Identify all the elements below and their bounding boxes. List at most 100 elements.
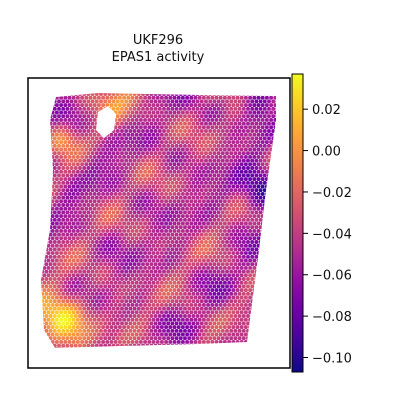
spot bbox=[78, 173, 82, 178]
spot bbox=[222, 243, 227, 248]
spot bbox=[248, 154, 253, 159]
spot bbox=[80, 154, 85, 159]
spot bbox=[71, 280, 76, 285]
spot bbox=[84, 191, 89, 196]
spot bbox=[168, 332, 173, 337]
spot bbox=[78, 106, 82, 111]
spot bbox=[80, 236, 85, 241]
spot bbox=[159, 332, 164, 337]
spot bbox=[101, 95, 106, 100]
spot bbox=[141, 166, 145, 170]
spot bbox=[141, 299, 145, 304]
spot bbox=[111, 136, 116, 141]
spot bbox=[199, 195, 204, 200]
spot bbox=[88, 184, 93, 189]
spot bbox=[254, 180, 259, 185]
spot bbox=[82, 306, 87, 311]
spot bbox=[134, 191, 139, 196]
spot bbox=[71, 302, 76, 307]
spot bbox=[61, 306, 66, 311]
spot bbox=[120, 269, 124, 274]
spot bbox=[204, 336, 208, 341]
spot bbox=[88, 95, 93, 100]
spot bbox=[122, 310, 127, 315]
spot bbox=[130, 184, 135, 189]
spot bbox=[65, 121, 70, 126]
spot bbox=[235, 221, 240, 226]
spot bbox=[138, 184, 143, 189]
spot bbox=[225, 336, 229, 341]
spot bbox=[233, 180, 238, 185]
spot bbox=[101, 236, 106, 241]
spot bbox=[164, 117, 169, 122]
spot bbox=[59, 280, 64, 285]
spot bbox=[99, 247, 103, 252]
spot bbox=[69, 129, 74, 133]
spot bbox=[229, 129, 234, 133]
spot bbox=[120, 291, 124, 296]
spot bbox=[149, 188, 154, 193]
spot bbox=[187, 247, 192, 252]
spot bbox=[157, 291, 162, 296]
spot bbox=[94, 210, 99, 215]
spot bbox=[44, 262, 49, 267]
spot bbox=[246, 306, 250, 311]
spot bbox=[235, 236, 240, 241]
spot bbox=[69, 173, 74, 178]
spot bbox=[134, 117, 139, 122]
spot bbox=[149, 173, 154, 178]
spot bbox=[63, 280, 68, 285]
spot bbox=[73, 262, 78, 267]
spot bbox=[170, 240, 175, 244]
spot bbox=[225, 166, 229, 170]
spot bbox=[141, 291, 145, 296]
spot bbox=[143, 184, 148, 189]
spot bbox=[124, 225, 129, 230]
spot bbox=[212, 188, 217, 193]
spot bbox=[63, 103, 68, 108]
spot bbox=[212, 306, 217, 311]
spot bbox=[50, 214, 55, 219]
spot bbox=[159, 310, 164, 315]
spot bbox=[233, 306, 238, 311]
spot bbox=[159, 147, 164, 152]
spot bbox=[273, 110, 276, 115]
spot bbox=[84, 140, 89, 145]
spot bbox=[222, 221, 227, 226]
spot bbox=[227, 103, 232, 108]
spot bbox=[128, 254, 133, 259]
spot bbox=[153, 291, 158, 296]
spot bbox=[239, 265, 244, 270]
spot bbox=[183, 195, 187, 200]
spot bbox=[136, 166, 141, 170]
spot bbox=[197, 147, 202, 152]
spot bbox=[143, 295, 148, 300]
spot bbox=[94, 269, 99, 274]
spot bbox=[132, 291, 137, 296]
spot bbox=[92, 288, 97, 293]
spot bbox=[99, 173, 103, 178]
spot bbox=[67, 169, 72, 174]
spot bbox=[115, 277, 120, 281]
spot bbox=[193, 295, 198, 300]
spot bbox=[168, 302, 173, 307]
spot bbox=[210, 132, 215, 137]
spot bbox=[164, 258, 169, 263]
spot bbox=[147, 265, 152, 270]
spot bbox=[212, 121, 217, 126]
spot bbox=[231, 243, 236, 248]
spot bbox=[82, 225, 87, 230]
spot bbox=[174, 99, 179, 104]
spot bbox=[147, 251, 152, 256]
spot bbox=[109, 273, 114, 278]
spot bbox=[168, 265, 173, 270]
spot bbox=[126, 273, 131, 278]
spot bbox=[208, 158, 213, 163]
spot bbox=[229, 262, 234, 267]
spot bbox=[201, 184, 206, 189]
spot bbox=[183, 247, 187, 252]
spot bbox=[115, 106, 120, 111]
spot bbox=[159, 199, 164, 204]
spot bbox=[57, 336, 61, 341]
spot bbox=[88, 339, 93, 344]
